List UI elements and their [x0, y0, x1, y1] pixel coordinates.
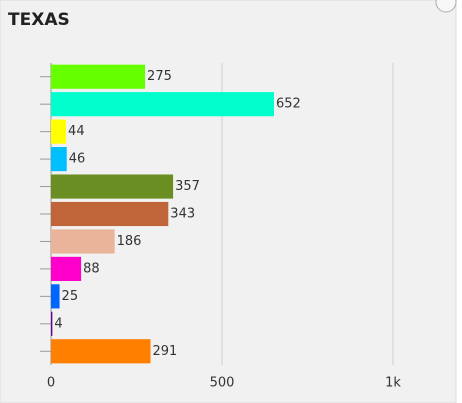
value-label: 4 [54, 316, 62, 331]
bar [51, 339, 151, 364]
value-label: 186 [117, 234, 142, 249]
x-tick-label: 0 [47, 376, 55, 391]
value-label: 25 [62, 289, 79, 304]
x-tick-label: 1k [385, 376, 401, 391]
bar [51, 119, 67, 144]
bar [51, 147, 67, 172]
value-label: 44 [68, 124, 85, 139]
value-label: 275 [147, 69, 172, 84]
bar [51, 229, 115, 254]
bar [51, 92, 274, 117]
value-label: 652 [276, 97, 301, 112]
x-tick-label: 500 [210, 376, 235, 391]
value-label: 343 [170, 207, 195, 222]
bar [51, 311, 53, 336]
value-label: 88 [83, 261, 100, 276]
chart-title: TEXAS [8, 10, 70, 30]
value-label: 46 [69, 152, 86, 167]
expand-icon[interactable] [435, 0, 457, 13]
bar [51, 64, 146, 89]
bar [51, 284, 60, 309]
bar [51, 201, 169, 227]
value-label: 357 [175, 179, 200, 194]
bar [51, 174, 174, 199]
bar [51, 256, 82, 281]
value-label: 291 [153, 344, 178, 359]
